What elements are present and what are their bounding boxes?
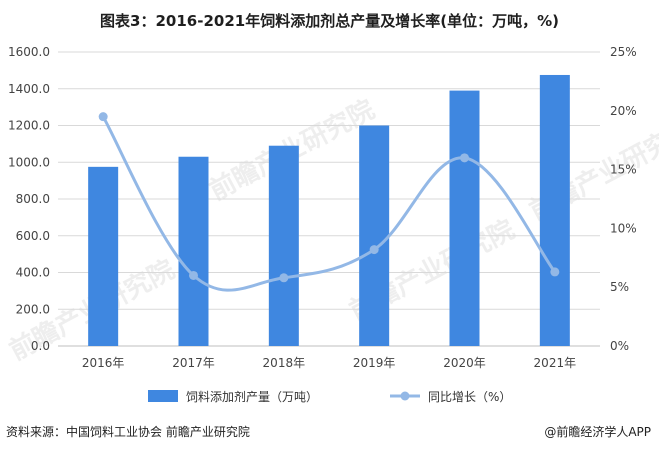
bar <box>268 145 299 346</box>
y-left-tick-label: 1600.0 <box>8 45 50 59</box>
bar <box>178 156 209 346</box>
brand-label: @前瞻经济学人APP <box>544 425 651 439</box>
bar <box>359 125 390 346</box>
y-right-tick-label: 25% <box>610 45 637 59</box>
line-point <box>279 273 289 283</box>
legend-swatch-bar <box>148 390 178 402</box>
y-left-tick-label: 200.0 <box>16 302 50 316</box>
y-right-tick-label: 5% <box>610 280 629 294</box>
line-point <box>460 153 469 163</box>
x-tick-label: 2016年 <box>82 356 125 370</box>
y-left-tick-label: 1000.0 <box>8 155 50 169</box>
y-left-tick-label: 400.0 <box>16 266 50 280</box>
bar <box>88 166 119 346</box>
x-tick-label: 2017年 <box>172 356 215 370</box>
x-tick-label: 2018年 <box>263 356 306 370</box>
line-point <box>189 270 198 280</box>
y-left-tick-label: 800.0 <box>16 192 50 206</box>
series-line <box>101 115 557 292</box>
y-left-tick-label: 0.0 <box>31 339 50 353</box>
line-point <box>369 245 379 255</box>
bar <box>539 74 570 346</box>
line-point <box>98 112 108 122</box>
y-right-tick-label: 10% <box>610 221 637 235</box>
x-tick-label: 2019年 <box>353 356 396 370</box>
y-left-tick-label: 1400.0 <box>8 82 50 96</box>
source-note: 资料来源：中国饲料工业协会 前瞻产业研究院 <box>6 425 250 439</box>
y-left-tick-label: 600.0 <box>16 229 50 243</box>
chart: 0.0 200.0 400.0 600.0 800.0 1000.0 1200.0 1400.… <box>8 45 637 404</box>
page-title: 图表3：2016-2021年饲料添加剂总产量及增长率(单位：万吨，%) <box>100 12 559 30</box>
legend-label-line: 同比增长（%） <box>428 390 511 404</box>
x-tick-label: 2020年 <box>443 356 486 370</box>
y-right-tick-label: 15% <box>610 163 637 177</box>
line-point <box>550 267 560 277</box>
y-right-tick-label: 20% <box>610 104 637 118</box>
legend-marker-line <box>400 391 410 401</box>
y-right-tick-label: 0% <box>610 339 629 353</box>
y-left-tick-label: 1200.0 <box>8 119 50 133</box>
legend-label-bar: 饲料添加剂产量（万吨） <box>186 389 318 404</box>
x-tick-label: 2021年 <box>534 356 577 370</box>
bar <box>449 90 480 347</box>
